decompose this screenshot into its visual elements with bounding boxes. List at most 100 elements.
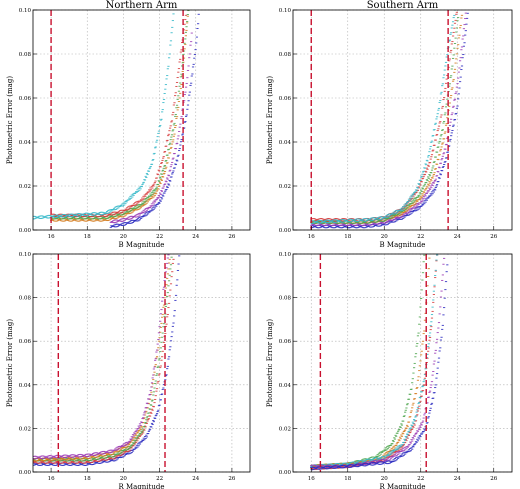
data-point <box>465 23 468 25</box>
data-point <box>143 429 146 431</box>
data-point <box>331 222 334 224</box>
data-point <box>121 203 124 205</box>
data-point <box>162 341 166 343</box>
panel-north-b: 16 18 20 22 24 260.000.020.040.060.080.10B Ma… <box>6 0 251 249</box>
data-point <box>181 109 184 111</box>
data-point <box>116 217 119 219</box>
data-point <box>318 224 321 226</box>
data-point <box>416 189 420 191</box>
data-point <box>327 220 330 222</box>
data-point <box>150 208 153 210</box>
data-point <box>166 139 169 141</box>
data-point <box>60 462 63 464</box>
data-point <box>441 85 444 87</box>
data-point <box>164 180 167 182</box>
data-point <box>168 179 171 181</box>
data-point <box>341 222 344 224</box>
data-point <box>404 442 407 444</box>
data-point <box>372 462 375 464</box>
data-point <box>115 218 118 220</box>
data-point <box>138 217 141 219</box>
data-point <box>93 454 97 456</box>
data-point <box>420 180 423 182</box>
data-point <box>363 220 367 222</box>
data-point <box>392 216 395 218</box>
data-point <box>57 218 60 220</box>
data-point <box>62 460 65 462</box>
data-point <box>385 219 388 221</box>
data-point <box>106 212 109 214</box>
data-point <box>138 426 141 428</box>
data-point <box>162 157 165 159</box>
data-point <box>48 215 52 217</box>
data-point <box>455 31 458 33</box>
data-point <box>369 219 372 221</box>
data-point <box>336 467 340 469</box>
data-point <box>177 135 180 137</box>
data-point <box>135 444 138 446</box>
data-point <box>427 396 430 398</box>
data-point <box>183 48 186 50</box>
data-point <box>158 357 161 359</box>
data-point <box>147 199 150 201</box>
data-point <box>70 460 73 462</box>
data-point <box>377 225 380 227</box>
data-point <box>414 416 417 418</box>
data-point <box>324 465 327 467</box>
data-point <box>425 182 428 184</box>
data-point <box>407 421 411 423</box>
data-point <box>117 453 120 455</box>
data-point <box>437 322 441 324</box>
data-point <box>359 220 362 222</box>
data-point <box>416 209 419 211</box>
data-point <box>385 458 388 460</box>
data-point <box>425 187 428 189</box>
data-point <box>60 460 63 462</box>
data-point <box>372 462 375 464</box>
data-point <box>114 451 118 453</box>
data-point <box>384 224 387 226</box>
data-point <box>136 218 140 220</box>
data-point <box>393 451 396 453</box>
data-point <box>67 215 71 217</box>
data-point <box>135 429 138 431</box>
data-point <box>428 175 432 177</box>
data-point <box>107 212 111 214</box>
data-point <box>91 214 94 216</box>
data-point <box>69 464 73 466</box>
data-point <box>370 459 374 461</box>
data-point <box>174 95 177 97</box>
data-point <box>130 205 134 207</box>
data-point <box>402 430 405 432</box>
data-point <box>457 17 460 19</box>
data-point <box>169 169 172 171</box>
data-point <box>375 457 378 459</box>
data-point <box>418 435 421 437</box>
data-point <box>91 215 94 217</box>
data-point <box>356 224 359 226</box>
data-point <box>112 217 115 219</box>
data-point <box>104 218 107 220</box>
data-point <box>331 467 335 469</box>
data-point <box>345 462 349 464</box>
data-point <box>163 171 167 173</box>
data-point <box>67 464 70 466</box>
data-point <box>404 446 407 448</box>
data-point <box>420 354 423 356</box>
data-point <box>325 219 328 221</box>
data-point <box>55 464 59 466</box>
data-point <box>423 429 427 431</box>
data-point <box>441 129 444 131</box>
data-point <box>452 79 455 81</box>
data-point <box>374 217 377 219</box>
data-point <box>157 203 160 205</box>
data-point <box>435 338 439 340</box>
data-point <box>65 454 68 456</box>
data-point <box>108 458 111 460</box>
data-point <box>316 468 319 470</box>
data-point <box>151 193 154 195</box>
data-point <box>402 210 405 212</box>
data-point <box>124 453 127 455</box>
data-point <box>368 218 372 220</box>
data-point <box>90 212 93 214</box>
